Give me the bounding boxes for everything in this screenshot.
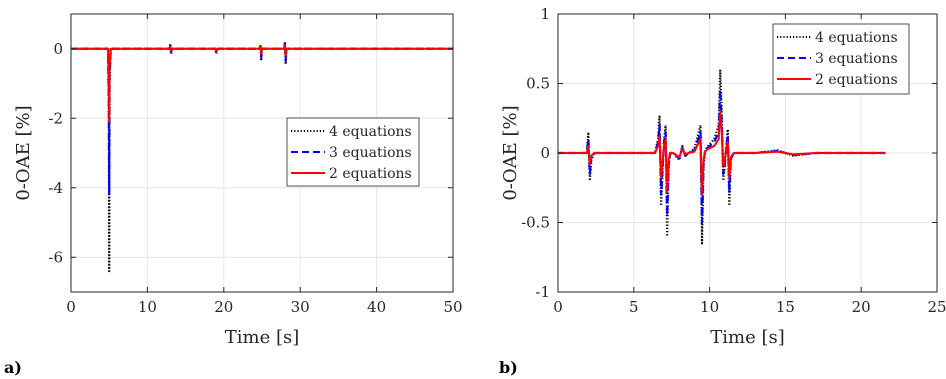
chart1-x-tick-label: 5 <box>629 298 639 316</box>
chart0-y-tick-label: 0 <box>53 40 63 58</box>
chart1-panel-label: b) <box>499 358 518 377</box>
chart0-legend-label-1: 3 equations <box>329 145 412 161</box>
chart1-x-tick-label: 25 <box>927 298 946 316</box>
chart1-x-tick-label: 20 <box>852 298 871 316</box>
chart0-y-tick-label: -2 <box>48 109 63 127</box>
chart0-y-tick-label: -4 <box>48 179 63 197</box>
chart1-series-line-2 <box>558 110 886 196</box>
chart-panel-a: 0 10 20 30 40 50 0 -2 -4 -6 Time [s] 0-OAE [%] 4 equ… <box>4 13 463 377</box>
chart1-series-line-0 <box>558 68 886 245</box>
chart1-legend: 4 equations 3 equations 2 equations <box>772 23 910 95</box>
chart0-y-tick-label: -6 <box>48 248 63 266</box>
chart0-y-axis-label: 0-OAE [%] <box>13 105 34 200</box>
chart0-x-tick-label: 50 <box>443 298 462 316</box>
chart0-x-axis-label: Time [s] <box>225 327 300 348</box>
chart1-legend-label-2: 2 equations <box>815 72 898 88</box>
chart1-x-axis-label: Time [s] <box>710 327 785 348</box>
chart0-legend-label-2: 2 equations <box>329 166 412 182</box>
chart1-x-tick-label: 0 <box>553 298 563 316</box>
chart1-x-tick-label: 10 <box>700 298 719 316</box>
chart1-legend-box <box>772 23 910 95</box>
chart1-y-tick-label: -1 <box>535 283 550 301</box>
chart0-legend-label-0: 4 equations <box>329 124 412 140</box>
chart0-axes-box <box>70 13 454 293</box>
chart1-x-tick-label: 15 <box>776 298 795 316</box>
chart0-x-tick-label: 40 <box>367 298 386 316</box>
chart0-x-tick-label: 20 <box>214 298 233 316</box>
chart0-legend: 4 equations 3 equations 2 equations <box>286 117 420 187</box>
chart0-panel-label: a) <box>4 358 22 377</box>
chart1-legend-label-0: 4 equations <box>815 30 898 46</box>
chart0-x-tick-label: 0 <box>66 298 76 316</box>
chart-panel-b: 0 5 10 15 20 25 1 0.5 0 -0.5 -1 Time [s] 0-OAE [%] 4 … <box>499 5 946 377</box>
chart0-x-tick-label: 30 <box>291 298 310 316</box>
chart1-y-tick-label: 1 <box>540 5 550 23</box>
chart1-y-tick-label: 0.5 <box>526 75 550 93</box>
chart1-y-tick-label: -0.5 <box>521 214 550 232</box>
chart1-y-tick-label: 0 <box>540 144 550 162</box>
chart0-series-line-2 <box>71 44 453 123</box>
chart0-x-tick-label: 10 <box>138 298 157 316</box>
chart1-y-axis-label: 0-OAE [%] <box>500 105 521 200</box>
chart1-legend-label-1: 3 equations <box>815 51 898 67</box>
